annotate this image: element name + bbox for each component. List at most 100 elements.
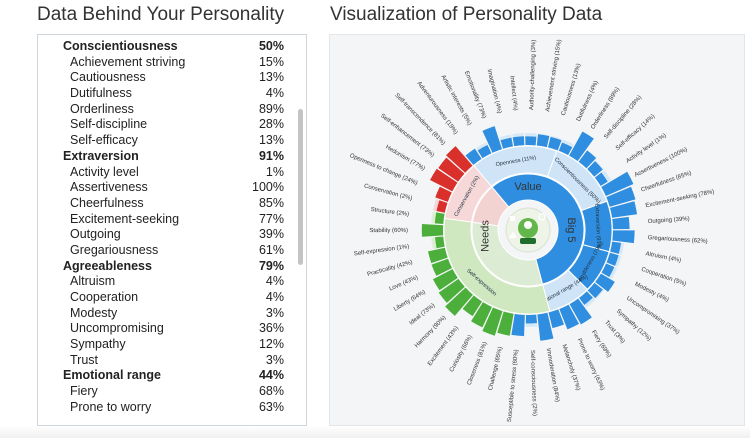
facet-bar[interactable] [525, 136, 537, 146]
facet-row: Cautiousness 13% [38, 70, 296, 86]
facet-bar[interactable] [569, 131, 594, 162]
facet-bar-label: Self-transcendence (81%) [393, 93, 446, 147]
row-value: 3% [265, 305, 284, 320]
facet-bar-label: Ideal (73%) [409, 303, 437, 327]
row-name: Cooperation [70, 290, 139, 304]
facet-bar-label: Authority-challenging (3%) [529, 40, 537, 111]
needs-ring-segment[interactable] [471, 221, 544, 287]
big5-ring-segment[interactable] [491, 173, 585, 285]
facet-bar-label: Self-enhancement (73%) [379, 113, 435, 159]
facet-bar[interactable] [497, 311, 514, 336]
facet-bar[interactable] [587, 282, 603, 299]
facet-bar[interactable] [606, 186, 636, 207]
facet-bar-label: Susceptible to stress (60%) [507, 349, 520, 422]
facet-bar-label: Melancholy (37%) [561, 344, 581, 392]
personality-data-table[interactable]: Conscientiousness 50% Achievement striving… [37, 34, 307, 426]
facet-bar[interactable] [428, 247, 448, 264]
circle-icon [538, 213, 546, 221]
row-name: Self-efficacy [70, 133, 138, 148]
facet-bar[interactable] [435, 186, 452, 202]
facet-bar[interactable] [559, 304, 580, 330]
facet-row: Assertiveness 100% [38, 180, 296, 196]
row-name: Self-discipline [70, 117, 148, 132]
row-value: 63% [258, 399, 284, 414]
facet-bar[interactable] [512, 136, 525, 147]
facet-row: Activity level 1% [38, 165, 296, 181]
facet-bar[interactable] [421, 223, 444, 237]
facet-bar[interactable] [500, 137, 514, 149]
facet-bar-label: Gregariousness (62%) [648, 235, 708, 245]
facet-bar[interactable] [579, 291, 593, 305]
facet-bar-label: Closeness (81%) [467, 341, 489, 386]
facet-bar[interactable] [606, 252, 619, 266]
facet-bar[interactable] [548, 309, 564, 329]
facet-bar[interactable] [431, 258, 452, 276]
facet-bar[interactable] [594, 172, 608, 186]
facet-bar-label: Excitement-seeking (78%) [645, 189, 715, 209]
facet-bar[interactable] [587, 161, 603, 177]
facet-bar-label: Cautiousness (13%) [561, 63, 583, 116]
facet-bar[interactable] [537, 312, 554, 341]
facet-bar[interactable] [432, 269, 458, 291]
row-name: Altruism [70, 274, 116, 289]
row-value: 77% [258, 211, 284, 226]
facet-bar[interactable] [435, 236, 445, 249]
facet-bar[interactable] [525, 314, 538, 324]
inner-ring-label: Value [514, 181, 541, 193]
facet-bar[interactable] [430, 168, 458, 192]
facet-bar[interactable] [434, 212, 445, 225]
facet-bar[interactable] [612, 216, 630, 230]
facet-bar[interactable] [438, 278, 465, 303]
facet-bar[interactable] [465, 148, 482, 165]
facet-bar[interactable] [482, 307, 503, 336]
facet-bar[interactable] [612, 230, 635, 244]
facet-bar-label: Uncompromising (37%) [625, 296, 680, 336]
square-icon [510, 216, 515, 221]
triangle-icon [509, 232, 517, 238]
row-name: Fiery [70, 384, 98, 399]
facet-bar[interactable] [511, 313, 525, 337]
facet-bar[interactable] [536, 134, 550, 148]
facet-bar-label: Intellect (4%) [508, 76, 518, 111]
trait-row: Agreeableness 79% [38, 259, 296, 275]
row-value: 100% [252, 180, 284, 195]
facet-bar[interactable] [558, 142, 573, 156]
facet-bar-label: Structure (2%) [370, 207, 409, 218]
middle-ring-segment[interactable] [444, 164, 493, 223]
row-name: Sympathy [70, 337, 126, 352]
facet-bar[interactable] [610, 201, 638, 218]
facet-bar[interactable] [436, 200, 448, 213]
row-value: 1% [265, 164, 284, 179]
facet-bar[interactable] [578, 150, 597, 169]
facet-row: Cooperation 4% [38, 290, 296, 306]
row-name: Excitement-seeking [70, 211, 180, 226]
facet-bar[interactable] [601, 263, 615, 278]
value-ring-segment[interactable] [471, 186, 510, 227]
facet-bar[interactable] [548, 136, 562, 151]
facet-bar[interactable] [445, 287, 473, 316]
row-name: Outgoing [70, 227, 121, 242]
facet-bar[interactable] [462, 295, 482, 317]
facet-bar[interactable] [438, 157, 465, 182]
facet-bar[interactable] [471, 302, 492, 328]
table-rows: Conscientiousness 50% Achievement striving… [38, 39, 296, 416]
row-name: Prone to worry [70, 399, 152, 414]
row-value: 91% [258, 148, 284, 163]
facet-bar[interactable] [482, 126, 502, 153]
facet-bar[interactable] [610, 241, 621, 254]
facet-bar[interactable] [595, 273, 615, 292]
data-table-heading: Data Behind Your Personality [37, 4, 285, 25]
scrollbar-thumb[interactable] [298, 109, 303, 265]
facet-row: Prone to worry 63% [38, 400, 296, 416]
facet-bar[interactable] [446, 146, 473, 173]
facet-row: Uncompromising 36% [38, 321, 296, 337]
row-value: 4% [265, 290, 284, 304]
row-name: Extraversion [63, 148, 139, 163]
page-bottom-edge [0, 426, 750, 438]
facet-bar[interactable] [477, 145, 492, 159]
facet-bar-label: Immoderation (84%) [545, 348, 560, 403]
facet-row: Altruism 4% [38, 274, 296, 290]
facet-bar[interactable] [569, 298, 592, 325]
facet-bar[interactable] [601, 171, 634, 197]
